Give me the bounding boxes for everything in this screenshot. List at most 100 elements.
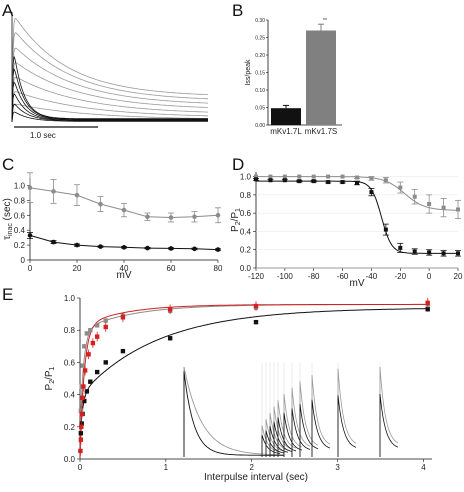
scale-bar-label: 1.0 sec bbox=[30, 131, 56, 140]
data-point bbox=[86, 352, 91, 357]
data-point bbox=[398, 245, 403, 250]
y-tick-label: 0.2 bbox=[240, 246, 252, 255]
data-point bbox=[167, 307, 173, 312]
inset-second-pulse-black bbox=[269, 426, 289, 457]
y-tick-label: 0.8 bbox=[14, 196, 26, 205]
x-tick-label: 3 bbox=[335, 463, 340, 472]
data-point bbox=[82, 398, 87, 404]
data-point bbox=[51, 189, 56, 194]
data-point bbox=[427, 202, 432, 206]
x-tick-label: -20 bbox=[395, 272, 407, 281]
x-axis-label: Interpulse interval (sec) bbox=[204, 472, 308, 483]
gray-trace-1 bbox=[11, 32, 208, 123]
data-point bbox=[412, 249, 417, 254]
panel-letter-c: C bbox=[2, 155, 14, 174]
data-point bbox=[456, 251, 460, 256]
black-trace-3 bbox=[11, 93, 208, 123]
data-point bbox=[168, 215, 174, 220]
data-point bbox=[82, 368, 88, 373]
inset-second-pulse-black bbox=[299, 404, 319, 457]
bar-mKv1.7S bbox=[306, 30, 336, 125]
data-point bbox=[412, 194, 417, 199]
significance-annotation: ** bbox=[323, 18, 327, 24]
data-point bbox=[80, 395, 85, 401]
inset-second-pulse-gray bbox=[261, 425, 281, 457]
data-point bbox=[215, 212, 221, 218]
black-trace-0 bbox=[11, 56, 208, 123]
inset-second-pulse-gray bbox=[283, 393, 303, 457]
x-tick-label: 0 bbox=[78, 463, 83, 472]
data-point bbox=[297, 179, 302, 184]
inset-second-pulse-black bbox=[311, 399, 331, 457]
black-trace-4 bbox=[11, 103, 208, 123]
data-point bbox=[145, 245, 150, 251]
data-point bbox=[215, 247, 221, 252]
y-tick-label: 0.0 bbox=[240, 264, 252, 273]
data-point bbox=[326, 174, 331, 179]
fit-curve-1 bbox=[256, 180, 458, 254]
gray-trace-0 bbox=[11, 18, 208, 123]
panel-letter-d: D bbox=[232, 155, 244, 174]
data-point bbox=[79, 424, 84, 429]
y-tick-label: 0.05 bbox=[255, 105, 265, 111]
data-point bbox=[51, 239, 56, 245]
data-point bbox=[78, 431, 84, 436]
data-point bbox=[27, 233, 33, 238]
data-point bbox=[254, 174, 258, 179]
y-tick-label: 0.20 bbox=[255, 53, 265, 59]
y-tick-label: 0.2 bbox=[64, 423, 76, 432]
bar-mKv1.7L bbox=[271, 108, 301, 125]
data-point bbox=[120, 348, 126, 354]
x-tick-label: -80 bbox=[308, 272, 320, 281]
inset-second-pulse-black bbox=[277, 417, 297, 457]
y-tick-label: 0.8 bbox=[240, 191, 252, 200]
data-point bbox=[82, 344, 87, 349]
data-point bbox=[192, 246, 197, 252]
data-point bbox=[78, 408, 84, 413]
inset-second-pulse-black bbox=[273, 421, 293, 457]
panel-c-chart: 0 20 40 60 80 0 0.2 0.4 0.6 0.8 1.0 mV τinac (sec) bbox=[2, 172, 223, 281]
data-point bbox=[79, 421, 84, 426]
data-point bbox=[427, 250, 432, 255]
y-tick-label: 1.0 bbox=[14, 181, 26, 190]
x-tick-label: 0 bbox=[427, 272, 432, 281]
data-point bbox=[268, 174, 273, 179]
panel-d-chart: -120 -100 -80 -60 -40 -20 0 20 0.0 0.2 0.4 0.6 0.8 1.… bbox=[230, 172, 463, 289]
x-axis-label: mV bbox=[350, 278, 365, 289]
data-point bbox=[192, 214, 197, 220]
data-point bbox=[80, 363, 85, 368]
panel-b-chart: 0.00 0.05 0.10 0.15 0.20 0.25 0.30 mKv1.7L mKv1.… bbox=[245, 18, 342, 136]
gray-trace-3 bbox=[11, 62, 208, 123]
data-point bbox=[355, 175, 359, 180]
inset-second-pulse-black bbox=[337, 395, 357, 457]
gray-trace-5 bbox=[11, 91, 208, 123]
data-point bbox=[383, 178, 388, 183]
panel-a-scale-bar: 1.0 sec bbox=[14, 126, 98, 140]
x-tick-label: 2 bbox=[249, 463, 254, 472]
x-tick-label: 40 bbox=[120, 264, 129, 273]
y-tick-label: 0.4 bbox=[64, 391, 76, 400]
inset-second-pulse-gray bbox=[337, 368, 357, 457]
data-point bbox=[98, 201, 103, 207]
data-point bbox=[311, 174, 316, 179]
data-point bbox=[369, 176, 374, 181]
panel-a-traces bbox=[11, 12, 208, 123]
data-point bbox=[425, 307, 430, 312]
x-category-label: mKv1.7S bbox=[305, 127, 337, 136]
data-point bbox=[340, 180, 345, 185]
data-point bbox=[120, 315, 126, 320]
data-point bbox=[383, 227, 388, 232]
data-point bbox=[355, 180, 359, 185]
inset-second-pulse-black bbox=[265, 430, 285, 457]
data-point bbox=[167, 336, 173, 341]
data-point bbox=[103, 318, 108, 323]
x-tick-label: 60 bbox=[167, 264, 176, 273]
fit-curve-2 bbox=[79, 303, 428, 456]
data-point bbox=[311, 179, 316, 184]
y-tick-label: 0.0 bbox=[64, 455, 76, 464]
inset-second-pulse-gray bbox=[311, 375, 331, 457]
data-point bbox=[27, 185, 33, 190]
y-tick-label: 0.6 bbox=[64, 358, 76, 367]
x-tick-label: -120 bbox=[248, 272, 265, 281]
black-trace-5 bbox=[11, 111, 208, 123]
